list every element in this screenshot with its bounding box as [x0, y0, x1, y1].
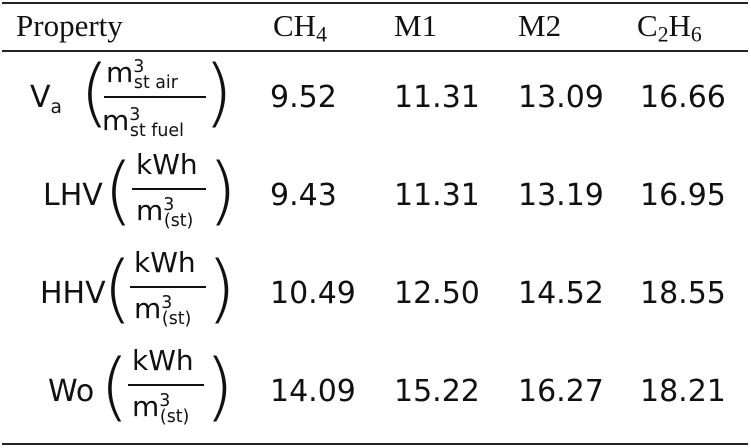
row-property-name: Va — [30, 80, 62, 120]
row-property-name: HHV — [40, 276, 106, 311]
unit-num-sub: st air — [133, 73, 178, 94]
header-ch4-sub: 4 — [316, 22, 327, 47]
unit-den-sup: 3 — [159, 391, 171, 412]
value-m1: 15.22 — [394, 374, 480, 409]
header-m1: M1 — [394, 8, 438, 43]
unit-den-base: m — [134, 292, 162, 325]
right-paren: ) — [208, 148, 237, 234]
fraction-bar — [130, 286, 206, 288]
right-paren: ) — [207, 246, 236, 332]
value-m2: 16.27 — [518, 374, 604, 409]
value-c2h6: 18.21 — [640, 374, 726, 409]
header-ch4-base: CH — [273, 8, 317, 43]
unit-denominator: m3(st) — [132, 390, 189, 428]
unit-den-sup: 3 — [129, 105, 141, 126]
unit-den-sup: 3 — [161, 293, 173, 314]
value-m1: 11.31 — [394, 178, 480, 213]
right-paren: ) — [204, 50, 233, 136]
header-c2h6-a: C — [637, 8, 658, 43]
table-top-rule — [2, 2, 748, 4]
unit-denominator: m3(st) — [134, 292, 191, 330]
unit-numerator: kWh — [136, 148, 198, 181]
fraction-bar — [128, 384, 204, 386]
value-m2: 14.52 — [518, 276, 604, 311]
unit-num-base: m — [106, 56, 134, 89]
unit-den-sub: (st) — [163, 211, 194, 232]
table-header-rule — [2, 50, 748, 52]
header-c2h6-b: H — [668, 8, 691, 43]
value-m2: 13.09 — [518, 80, 604, 115]
fraction-bar — [104, 96, 206, 98]
unit-denominator: m3st fuel — [102, 104, 184, 142]
unit-num-sup: 3 — [133, 57, 145, 78]
header-property: Property — [16, 8, 123, 43]
row-property-name: LHV — [43, 178, 103, 213]
table-bottom-rule — [2, 443, 748, 445]
value-ch4: 9.43 — [270, 178, 337, 213]
left-paren: ( — [104, 148, 133, 234]
unit-denominator: m3(st) — [136, 194, 193, 232]
row-name-sub: a — [50, 96, 62, 118]
header-c2h6-sub1: 2 — [657, 22, 669, 47]
right-paren: ) — [205, 344, 234, 430]
value-ch4: 9.52 — [270, 80, 337, 115]
unit-numerator: m3st air — [106, 56, 178, 94]
unit-numerator: kWh — [134, 246, 196, 279]
header-m2: M2 — [518, 8, 562, 43]
unit-den-base: m — [136, 194, 164, 227]
header-c2h6-sub2: 6 — [690, 22, 702, 47]
unit-numerator: kWh — [132, 344, 194, 377]
value-m1: 11.31 — [394, 80, 480, 115]
value-m2: 13.19 — [518, 178, 604, 213]
value-m1: 12.50 — [394, 276, 480, 311]
left-paren: ( — [80, 50, 109, 136]
header-c2h6: C2H6 — [637, 8, 702, 52]
unit-den-sub: (st) — [161, 309, 192, 330]
header-ch4: CH4 — [273, 8, 327, 52]
unit-den-base: m — [132, 390, 160, 423]
value-c2h6: 18.55 — [640, 276, 726, 311]
unit-den-sup: 3 — [163, 195, 175, 216]
value-c2h6: 16.66 — [640, 80, 726, 115]
unit-den-sub: st fuel — [129, 121, 184, 142]
row-property-name: Wo — [48, 374, 95, 409]
left-paren: ( — [100, 344, 129, 430]
value-c2h6: 16.95 — [640, 178, 726, 213]
fraction-bar — [132, 188, 206, 190]
row-name-base: V — [30, 80, 51, 115]
unit-den-sub: (st) — [159, 407, 190, 428]
unit-den-base: m — [102, 104, 130, 137]
left-paren: ( — [103, 246, 132, 332]
value-ch4: 14.09 — [270, 374, 356, 409]
value-ch4: 10.49 — [270, 276, 356, 311]
